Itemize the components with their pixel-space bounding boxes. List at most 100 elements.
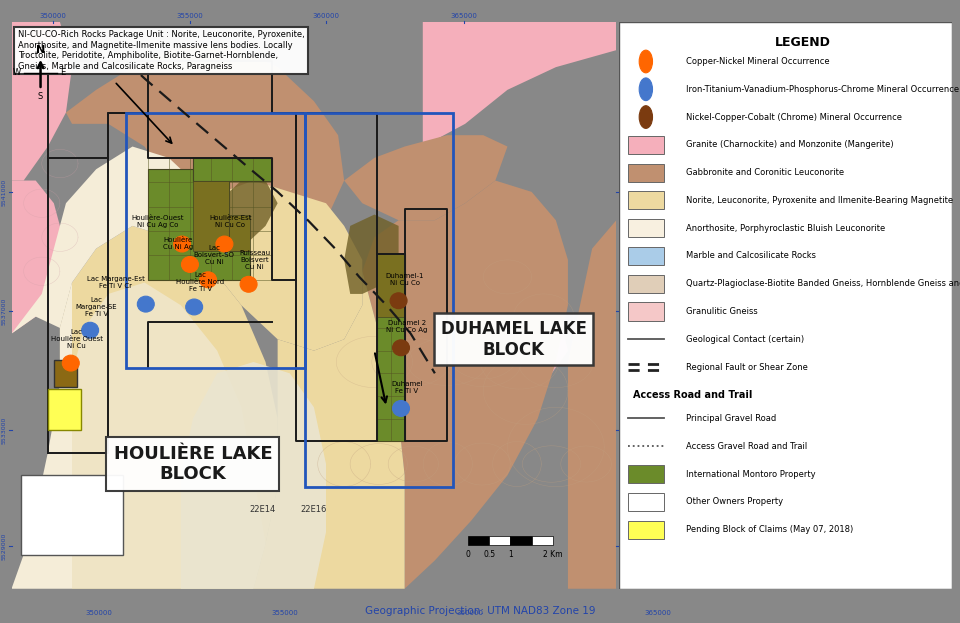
- Text: Houlière-Est
Ni Cu Co: Houlière-Est Ni Cu Co: [209, 215, 252, 228]
- Circle shape: [82, 322, 99, 338]
- Bar: [628, 136, 664, 154]
- Bar: [20, 475, 124, 554]
- Text: S: S: [38, 92, 43, 101]
- Bar: [628, 164, 664, 182]
- Text: 360000: 360000: [457, 609, 484, 616]
- Text: E: E: [60, 69, 65, 77]
- Circle shape: [216, 236, 233, 252]
- Text: Iron-Titanium-Vanadium-Phosphorus-Chrome Mineral Occurrence: Iron-Titanium-Vanadium-Phosphorus-Chrome…: [685, 85, 959, 94]
- Polygon shape: [568, 220, 616, 589]
- Text: 0.5: 0.5: [483, 549, 495, 559]
- Text: Anorthosite, Porphyroclastic Bluish Leuconorite: Anorthosite, Porphyroclastic Bluish Leuc…: [685, 224, 885, 232]
- Polygon shape: [193, 181, 277, 260]
- Text: 22E16: 22E16: [300, 505, 327, 514]
- Text: Geological Contact (certain): Geological Contact (certain): [685, 335, 804, 344]
- Polygon shape: [495, 294, 568, 407]
- Text: 5541000: 5541000: [621, 178, 626, 206]
- Text: DUHAMEL LAKE
BLOCK: DUHAMEL LAKE BLOCK: [441, 320, 587, 359]
- Text: 5529000: 5529000: [621, 533, 626, 560]
- Text: International Montoro Property: International Montoro Property: [685, 470, 815, 478]
- Bar: [511, 536, 532, 545]
- Text: Geographic Projection: UTM NAD83 Zone 19: Geographic Projection: UTM NAD83 Zone 19: [365, 606, 595, 616]
- Circle shape: [137, 296, 155, 312]
- Text: W: W: [12, 69, 21, 77]
- Text: Access Gravel Road and Trail: Access Gravel Road and Trail: [685, 442, 807, 450]
- Text: Lac Margane-Est
Fe Ti V Cr: Lac Margane-Est Fe Ti V Cr: [86, 277, 145, 290]
- Circle shape: [393, 401, 410, 416]
- Text: 5533000: 5533000: [2, 416, 7, 444]
- Circle shape: [181, 257, 199, 272]
- Bar: [628, 302, 664, 321]
- Circle shape: [639, 78, 653, 100]
- Bar: [628, 191, 664, 209]
- Text: Houlière-Ouest
Ni Cu Ag Co: Houlière-Ouest Ni Cu Ag Co: [132, 215, 184, 228]
- Text: HOULIÈRE LAKE
BLOCK: HOULIÈRE LAKE BLOCK: [113, 445, 273, 483]
- Text: Duhamel
Fe Ti V: Duhamel Fe Ti V: [392, 381, 422, 394]
- Bar: [628, 219, 664, 237]
- Polygon shape: [12, 22, 72, 181]
- Polygon shape: [345, 214, 398, 294]
- Text: 5529000: 5529000: [2, 533, 7, 560]
- Polygon shape: [12, 146, 193, 334]
- Polygon shape: [345, 135, 508, 220]
- Text: 5537000: 5537000: [2, 297, 7, 325]
- Text: LEGEND: LEGEND: [775, 36, 830, 49]
- Text: 2 Km: 2 Km: [543, 549, 563, 559]
- Bar: [628, 247, 664, 265]
- Text: Houlière
Cu Ni Ag: Houlière Cu Ni Ag: [163, 237, 193, 250]
- Polygon shape: [193, 158, 272, 181]
- Text: 355000: 355000: [272, 609, 299, 616]
- Circle shape: [240, 277, 257, 292]
- Polygon shape: [253, 271, 405, 589]
- Bar: [628, 520, 664, 539]
- Polygon shape: [148, 169, 251, 280]
- Polygon shape: [169, 181, 362, 351]
- Text: 5537000: 5537000: [621, 297, 626, 325]
- Text: Lac
Houlière Nord
Fe Ti V: Lac Houlière Nord Fe Ti V: [176, 272, 225, 292]
- Text: 355000: 355000: [177, 13, 204, 19]
- Circle shape: [639, 106, 653, 128]
- Text: 0: 0: [466, 549, 470, 559]
- Text: Marble and Calcosilicate Rocks: Marble and Calcosilicate Rocks: [685, 252, 816, 260]
- Text: 350000: 350000: [85, 609, 112, 616]
- Bar: [628, 275, 664, 293]
- Bar: [377, 254, 405, 316]
- Circle shape: [185, 299, 203, 315]
- Bar: [490, 536, 511, 545]
- Text: Lac
Houlière Ouest
Ni Cu: Lac Houlière Ouest Ni Cu: [51, 330, 103, 350]
- Text: Copper-Nickel Mineral Occurrence: Copper-Nickel Mineral Occurrence: [685, 57, 829, 66]
- Bar: [628, 493, 664, 511]
- Bar: [305, 113, 453, 487]
- Text: Ruisseau
Boisvert
Cu Ni: Ruisseau Boisvert Cu Ni: [239, 250, 270, 270]
- Bar: [54, 360, 77, 388]
- Text: Nickel-Copper-Cobalt (Chrome) Mineral Occurrence: Nickel-Copper-Cobalt (Chrome) Mineral Oc…: [685, 113, 901, 121]
- Polygon shape: [66, 44, 345, 260]
- Polygon shape: [377, 254, 405, 441]
- Text: NI-CU-CO-Rich Rocks Package Unit : Norite, Leuconorite, Pyroxenite,
Anorthosite,: NI-CU-CO-Rich Rocks Package Unit : Norit…: [17, 31, 304, 70]
- Text: 5533000: 5533000: [621, 416, 626, 444]
- Circle shape: [174, 236, 190, 252]
- Text: 360000: 360000: [313, 13, 340, 19]
- Polygon shape: [222, 242, 229, 254]
- Text: 365000: 365000: [644, 609, 671, 616]
- Polygon shape: [362, 181, 568, 589]
- Polygon shape: [12, 181, 66, 334]
- Bar: [628, 465, 664, 483]
- Text: Principal Gravel Road: Principal Gravel Road: [685, 414, 776, 423]
- Text: Gabbronite and Coronitic Leuconorite: Gabbronite and Coronitic Leuconorite: [685, 168, 844, 177]
- Text: Lac
Boisvert-SO
Cu Ni: Lac Boisvert-SO Cu Ni: [194, 245, 234, 265]
- Text: Regional Fault or Shear Zone: Regional Fault or Shear Zone: [685, 363, 807, 371]
- Bar: [193, 181, 229, 252]
- Polygon shape: [72, 283, 266, 589]
- Circle shape: [639, 50, 653, 73]
- Text: Granite (Charnockite) and Monzonite (Mangerite): Granite (Charnockite) and Monzonite (Man…: [685, 140, 894, 150]
- Bar: [229, 214, 251, 252]
- Text: N: N: [36, 45, 45, 55]
- Circle shape: [393, 340, 410, 356]
- Text: 1: 1: [508, 549, 513, 559]
- Text: Access Road and Trail: Access Road and Trail: [633, 390, 752, 400]
- Text: 350000: 350000: [39, 13, 66, 19]
- Text: Quartz-Plagioclase-Biotite Banded Gneiss, Hornblende Gneiss and Amphibolite: Quartz-Plagioclase-Biotite Banded Gneiss…: [685, 279, 960, 288]
- Text: Lac
Margane-SE
Fe Ti V: Lac Margane-SE Fe Ti V: [76, 297, 117, 316]
- Bar: [532, 536, 553, 545]
